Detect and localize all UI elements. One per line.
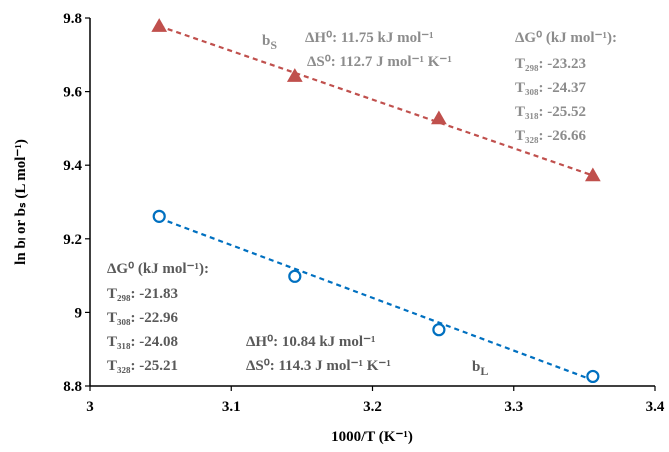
bl-dg-t298: T₂₉₈: -21.83 (107, 286, 178, 302)
x-axis-title: 1000/T (K⁻¹) (331, 429, 413, 445)
annotations-bl: ΔG⁰ (kJ mol⁻¹): T₂₉₈: -21.83 T₃₀₈: -22.9… (107, 261, 488, 378)
bs-delta-s: ΔS⁰: 112.7 J mol⁻¹ K⁻¹ (307, 54, 452, 70)
x-ticks: 3 3.1 3.2 3.3 3.4 (86, 386, 665, 415)
bs-series-label: bS (262, 33, 277, 52)
x-tick-label: 3.4 (646, 399, 665, 415)
bl-series-letter: b (472, 359, 480, 375)
trendline-bl (158, 217, 594, 382)
bs-series-letter: b (262, 33, 270, 49)
bs-dg-t328: T₃₂₈: -26.66 (515, 128, 586, 144)
y-tick-label: 9.2 (63, 232, 82, 248)
bl-delta-g-title: ΔG⁰ (kJ mol⁻¹): (107, 261, 209, 277)
bs-dg-t308: T₃₀₈: -24.37 (515, 80, 586, 96)
bl-dg-t308: T₃₀₈: -22.96 (107, 310, 178, 326)
bl-dg-t328: T₃₂₈: -25.21 (107, 358, 178, 374)
bs-series-subscript: S (270, 38, 277, 52)
y-tick-label: 9.4 (63, 158, 82, 174)
point-bl (152, 209, 166, 223)
point-bl (432, 323, 446, 337)
point-bl (288, 269, 302, 283)
x-tick-label: 3.1 (222, 399, 241, 415)
point-bs (151, 18, 168, 32)
y-ticks: 8.8 9 9.2 9.4 9.6 9.8 (63, 11, 90, 395)
bs-dg-t298: T₂₉₈: -23.23 (515, 56, 586, 72)
point-bs (431, 110, 447, 125)
y-tick-label: 9.8 (63, 11, 82, 27)
y-axis-title: ln bₗ or bₛ (L mol⁻¹) (13, 139, 29, 265)
trendlines (158, 25, 594, 382)
bl-delta-h: ΔH⁰: 10.84 kJ mol⁻¹ (246, 334, 376, 350)
markers (151, 18, 601, 384)
x-tick-label: 3 (86, 399, 94, 415)
bs-delta-h: ΔH⁰: 11.75 kJ mol⁻¹ (305, 30, 434, 46)
bs-dg-t318: T₃₁₈: -25.52 (515, 104, 586, 120)
annotations-bs: bS ΔH⁰: 11.75 kJ mol⁻¹ ΔS⁰: 112.7 J mol⁻… (262, 30, 617, 144)
trendline-bs (158, 25, 594, 177)
bl-series-subscript: L (480, 364, 488, 378)
y-tick-label: 8.8 (63, 379, 82, 395)
point-bs (286, 68, 303, 82)
bs-delta-g-title: ΔG⁰ (kJ mol⁻¹): (515, 30, 617, 46)
axes: 3 3.1 3.2 3.3 3.4 8.8 9 9.2 9.4 9.6 9.8 (63, 11, 665, 415)
bl-dg-t318: T₃₁₈: -24.08 (107, 334, 178, 350)
bl-delta-s: ΔS⁰: 114.3 J mol⁻¹ K⁻¹ (246, 358, 391, 374)
point-bl (586, 369, 600, 384)
y-tick-label: 9 (75, 305, 83, 321)
x-tick-label: 3.2 (363, 399, 382, 415)
point-bs (584, 167, 601, 182)
y-tick-label: 9.6 (63, 85, 82, 101)
x-tick-label: 3.3 (504, 399, 523, 415)
bl-series-label: bL (472, 359, 488, 378)
